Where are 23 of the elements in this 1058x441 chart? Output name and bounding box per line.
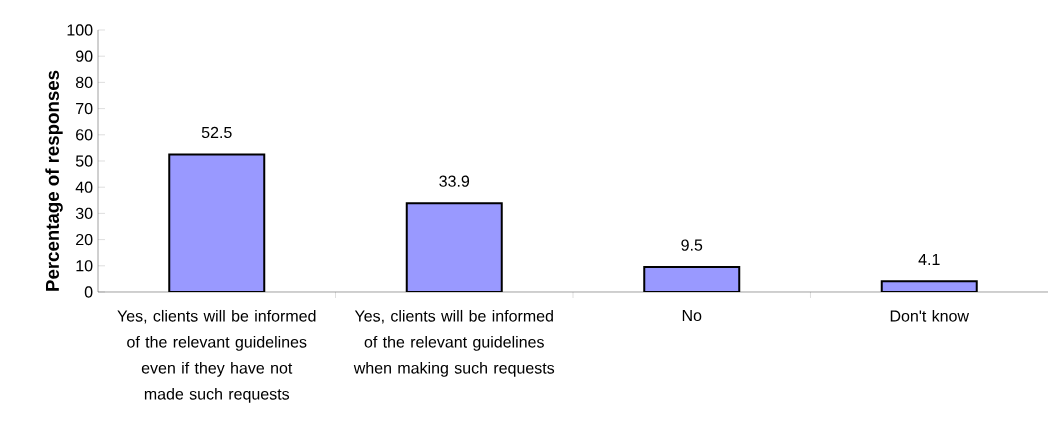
- y-axis-title: Percentage of responses: [45, 70, 63, 291]
- x-tick-label: No: [682, 309, 702, 322]
- y-tick-label: 20: [76, 233, 93, 246]
- bar: [168, 153, 266, 292]
- x-tick-label: Yes, clients will be informed of the relevant guidelines when making such requests: [353, 309, 555, 377]
- y-tick-label: 60: [76, 129, 93, 141]
- y-tick-label: 30: [75, 207, 93, 220]
- data-label: 33.9: [439, 175, 470, 187]
- y-tick-label: 70: [76, 102, 93, 115]
- bar: [405, 202, 503, 292]
- data-label: 4.1: [918, 253, 940, 265]
- x-tick-label: Don't know: [890, 309, 970, 322]
- bar: [643, 266, 741, 292]
- y-tick-label: 90: [76, 50, 93, 62]
- y-tick-label: 40: [75, 181, 93, 193]
- y-tick-label: 0: [84, 286, 93, 298]
- y-tick-label: 10: [76, 260, 93, 272]
- y-tick-label: 100: [67, 24, 93, 36]
- y-tick-label: 80: [75, 76, 93, 89]
- data-label: 9.5: [681, 239, 703, 251]
- data-label: 52.5: [201, 126, 232, 139]
- y-tick-label: 50: [75, 155, 93, 167]
- x-tick-label: Yes, clients will be informed of the relevant guidelines even if they have not made such requests: [117, 309, 316, 403]
